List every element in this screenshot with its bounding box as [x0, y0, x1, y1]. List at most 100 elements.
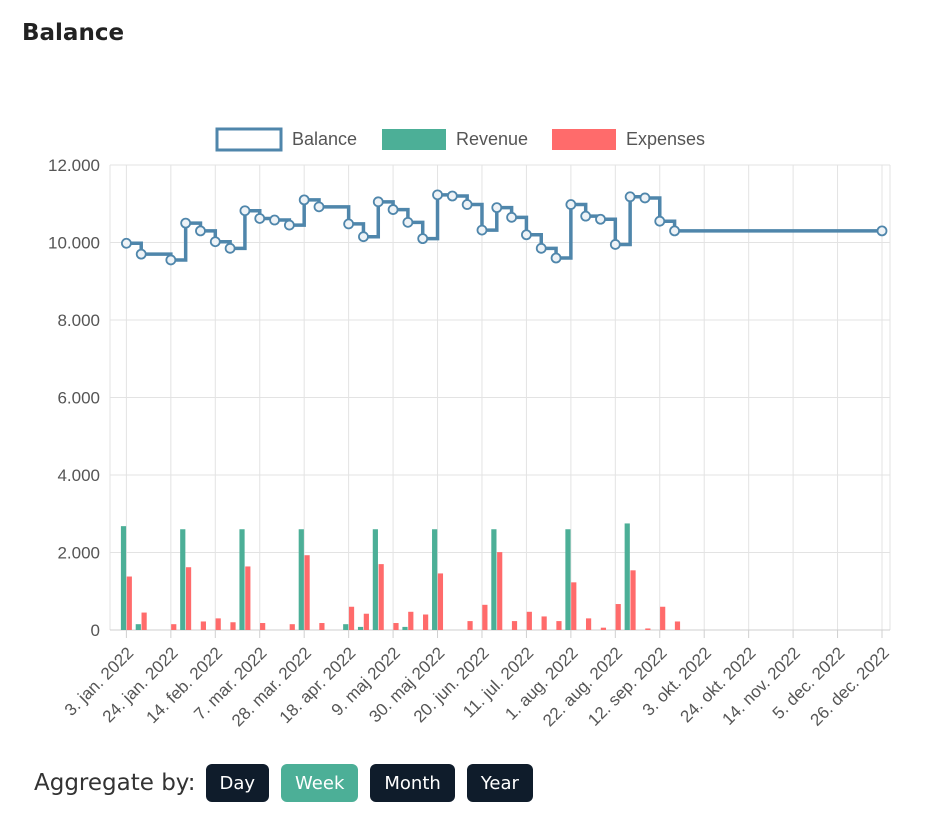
balance-point: [209, 236, 221, 248]
expenses-bar: [185, 567, 192, 630]
balance-point: [417, 233, 429, 245]
revenue-bar: [120, 526, 127, 630]
balance-point: [224, 242, 236, 254]
expenses-bar: [141, 612, 147, 630]
expenses-bar: [645, 628, 651, 630]
expenses-bar: [304, 555, 310, 630]
balance-point: [387, 204, 399, 215]
balance-point: [446, 190, 458, 202]
expenses-bar: [245, 566, 251, 630]
revenue-bar: [239, 529, 245, 630]
y-tick-label: 0: [91, 621, 100, 640]
expenses-bar: [526, 611, 532, 630]
revenue-bar: [343, 624, 349, 630]
aggregate-month-button[interactable]: Month: [370, 764, 455, 802]
balance-point: [506, 211, 518, 223]
expenses-bar: [585, 618, 592, 630]
balance-point: [461, 199, 473, 210]
y-tick-label: 6.000: [57, 389, 100, 408]
balance-point: [595, 213, 606, 225]
chart-grid: [109, 164, 891, 638]
balance-point: [180, 217, 192, 229]
revenue-bar: [565, 529, 571, 630]
expenses-bar: [289, 624, 295, 630]
balance-point: [313, 201, 325, 213]
balance-point: [565, 199, 577, 210]
expenses-bar: [408, 611, 414, 630]
revenue-bar: [491, 529, 497, 630]
expenses-bar: [171, 624, 177, 630]
balance-point: [372, 196, 384, 208]
balance-point: [432, 189, 443, 201]
legend-revenue-label: Revenue: [456, 129, 528, 149]
balance-point: [269, 214, 280, 226]
expenses-bar: [260, 623, 266, 630]
balance-point: [195, 225, 206, 237]
balance-point: [639, 192, 651, 204]
expenses-bar: [511, 621, 518, 630]
y-axis: 12.000 10.000 8.000 6.000 4.000 2.000 0: [48, 156, 100, 640]
expenses-bar: [556, 621, 562, 630]
expenses-bar: [467, 621, 473, 630]
legend-balance-swatch: [215, 127, 283, 152]
y-tick-label: 10.000: [48, 234, 100, 253]
balance-point: [298, 194, 310, 206]
balance-point: [624, 191, 636, 203]
legend-expenses-swatch: [552, 129, 616, 150]
balance-point: [550, 252, 562, 264]
balance-point: [580, 210, 592, 222]
balance-point: [535, 242, 547, 254]
expenses-bar: [497, 552, 503, 630]
expenses-bar: [378, 564, 384, 630]
balance-point: [121, 237, 132, 249]
aggregate-year-button[interactable]: Year: [466, 764, 533, 802]
expenses-bar: [660, 606, 666, 630]
balance-point: [876, 225, 888, 237]
legend-balance-label: Balance: [292, 129, 357, 149]
aggregate-controls: Aggregate by: Day Week Month Year: [34, 764, 545, 802]
expenses-bar: [363, 613, 369, 630]
expenses-bar: [393, 623, 399, 630]
balance-point: [254, 213, 266, 224]
expenses-bar: [126, 576, 132, 630]
balance-point: [239, 205, 251, 217]
balance-point: [135, 248, 147, 260]
bar-series: [120, 523, 681, 630]
expenses-bar: [215, 618, 221, 630]
chart-legend: Balance Revenue Expenses: [215, 127, 705, 152]
revenue-bar: [357, 626, 364, 630]
revenue-bar: [180, 529, 186, 630]
expenses-bar: [674, 621, 681, 630]
aggregate-label: Aggregate by:: [34, 770, 196, 796]
balance-point: [165, 254, 177, 266]
y-tick-label: 12.000: [48, 156, 100, 175]
revenue-bar: [372, 529, 378, 630]
balance-point: [476, 224, 488, 236]
y-tick-label: 2.000: [57, 544, 100, 563]
aggregate-week-button[interactable]: Week: [281, 764, 359, 802]
revenue-bar: [298, 529, 304, 630]
balance-point: [491, 202, 503, 214]
revenue-bar: [135, 624, 141, 630]
balance-point: [654, 215, 666, 227]
legend-revenue-swatch: [382, 129, 446, 150]
expenses-bar: [630, 570, 636, 630]
aggregate-day-button[interactable]: Day: [205, 764, 270, 802]
revenue-bar: [624, 523, 630, 630]
expenses-bar: [348, 606, 355, 630]
balance-point: [669, 225, 680, 237]
expenses-bar: [615, 604, 621, 630]
balance-point: [358, 231, 369, 243]
revenue-bar: [432, 529, 438, 630]
y-tick-label: 8.000: [57, 311, 100, 330]
page-title: Balance: [22, 20, 125, 46]
balance-line: [126, 193, 882, 262]
balance-point: [609, 239, 621, 250]
revenue-bar: [402, 626, 408, 630]
balance-point: [283, 219, 295, 231]
expenses-bar: [600, 627, 607, 630]
expenses-bar: [482, 604, 488, 630]
balance-point: [402, 216, 414, 228]
expenses-bar: [230, 622, 236, 630]
